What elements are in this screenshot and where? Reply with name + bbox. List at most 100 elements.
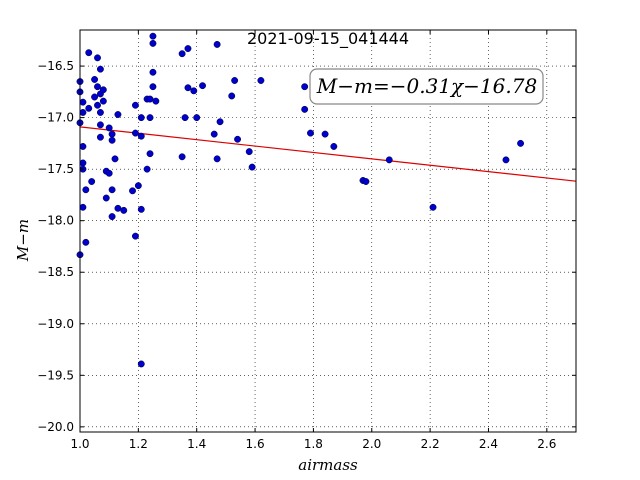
y-tick-label: −19.5 bbox=[37, 368, 74, 382]
data-point bbox=[321, 130, 329, 138]
data-point bbox=[91, 93, 99, 101]
x-tick-label: 2.2 bbox=[421, 437, 440, 451]
data-point bbox=[146, 95, 154, 103]
data-point bbox=[108, 136, 116, 144]
data-point bbox=[190, 87, 198, 95]
data-point bbox=[146, 150, 154, 158]
data-point bbox=[184, 84, 192, 92]
x-axis-label: airmass bbox=[298, 456, 358, 474]
data-point bbox=[79, 159, 87, 167]
data-point bbox=[193, 114, 201, 122]
data-point bbox=[79, 109, 87, 116]
data-point bbox=[94, 83, 101, 91]
data-point bbox=[82, 238, 90, 246]
data-point bbox=[96, 109, 104, 116]
data-point bbox=[88, 178, 96, 185]
y-tick-label: −20.0 bbox=[37, 420, 74, 434]
x-tick-label: 1.2 bbox=[129, 437, 148, 451]
x-tick-label: 2.0 bbox=[362, 437, 381, 451]
data-point bbox=[108, 186, 116, 194]
y-tick-label: −19.0 bbox=[37, 317, 74, 331]
data-point bbox=[94, 54, 101, 62]
data-point bbox=[96, 65, 104, 73]
data-point bbox=[131, 101, 139, 109]
data-point bbox=[181, 114, 189, 122]
data-point bbox=[216, 118, 224, 126]
data-point bbox=[85, 104, 93, 112]
data-point bbox=[149, 39, 157, 47]
data-point bbox=[307, 129, 314, 137]
data-point bbox=[137, 205, 145, 213]
data-point bbox=[108, 130, 116, 138]
fit-line-layer bbox=[79, 126, 577, 182]
data-point bbox=[362, 178, 370, 185]
data-point bbox=[137, 132, 145, 140]
data-point bbox=[79, 98, 87, 106]
data-point bbox=[82, 186, 90, 194]
data-point bbox=[245, 148, 253, 156]
x-tick-label: 1.8 bbox=[304, 437, 323, 451]
data-point bbox=[517, 139, 525, 147]
x-tick-label: 1.6 bbox=[246, 437, 265, 451]
data-point bbox=[105, 169, 113, 177]
data-point bbox=[79, 143, 87, 150]
data-point bbox=[228, 92, 236, 100]
data-point bbox=[102, 194, 110, 202]
data-point bbox=[385, 156, 393, 164]
data-point bbox=[105, 124, 113, 132]
data-point bbox=[149, 32, 157, 40]
data-point bbox=[149, 68, 157, 76]
data-points bbox=[76, 32, 542, 368]
data-point bbox=[120, 206, 128, 214]
x-tick-label: 1.0 bbox=[70, 437, 89, 451]
data-point bbox=[248, 163, 256, 171]
data-point bbox=[108, 213, 116, 221]
y-axis-label: M−m bbox=[14, 219, 32, 262]
data-point bbox=[184, 45, 192, 53]
data-point bbox=[178, 153, 186, 161]
data-point bbox=[137, 114, 145, 122]
data-point bbox=[114, 111, 122, 118]
fit-equation-box: M−m=−0.31χ−16.78 bbox=[309, 68, 544, 105]
data-point bbox=[149, 83, 157, 91]
data-point bbox=[178, 50, 186, 58]
data-point bbox=[96, 121, 104, 129]
y-tick-label: −16.5 bbox=[37, 59, 74, 73]
data-point bbox=[213, 40, 221, 48]
data-point bbox=[210, 130, 218, 138]
data-point bbox=[199, 82, 206, 90]
data-point bbox=[137, 360, 145, 368]
data-point bbox=[79, 203, 87, 211]
data-point bbox=[330, 143, 338, 150]
x-tick-label: 2.4 bbox=[479, 437, 498, 451]
data-point bbox=[152, 97, 160, 105]
data-point bbox=[111, 155, 119, 163]
data-point bbox=[96, 133, 104, 141]
y-tick-label: −18.0 bbox=[37, 214, 74, 228]
data-point bbox=[234, 135, 242, 143]
data-point bbox=[99, 97, 107, 105]
x-tick-label: 1.4 bbox=[187, 437, 206, 451]
data-point bbox=[99, 86, 107, 94]
data-point bbox=[301, 105, 309, 113]
data-point bbox=[91, 76, 99, 83]
data-point bbox=[114, 204, 122, 212]
data-point bbox=[301, 83, 309, 91]
data-point bbox=[257, 77, 265, 84]
data-point bbox=[134, 182, 142, 190]
data-point bbox=[85, 49, 93, 57]
fit-line bbox=[79, 126, 577, 182]
fit-equation: M−m=−0.31χ−16.78 bbox=[316, 74, 537, 98]
data-point bbox=[143, 165, 151, 173]
data-point bbox=[146, 114, 154, 122]
data-point bbox=[429, 203, 437, 211]
data-point bbox=[131, 129, 139, 137]
axis-ticks: 1.0 1.2 1.4 1.6 1.8 2.0 2.2 2.4 2.6 −16.5 −17.0 −17… bbox=[37, 30, 576, 451]
data-point bbox=[502, 156, 510, 164]
plot-frame bbox=[79, 29, 577, 433]
data-point bbox=[131, 232, 139, 240]
data-point bbox=[129, 187, 136, 195]
y-tick-label: −17.5 bbox=[37, 162, 74, 176]
y-tick-label: −17.0 bbox=[37, 111, 74, 125]
